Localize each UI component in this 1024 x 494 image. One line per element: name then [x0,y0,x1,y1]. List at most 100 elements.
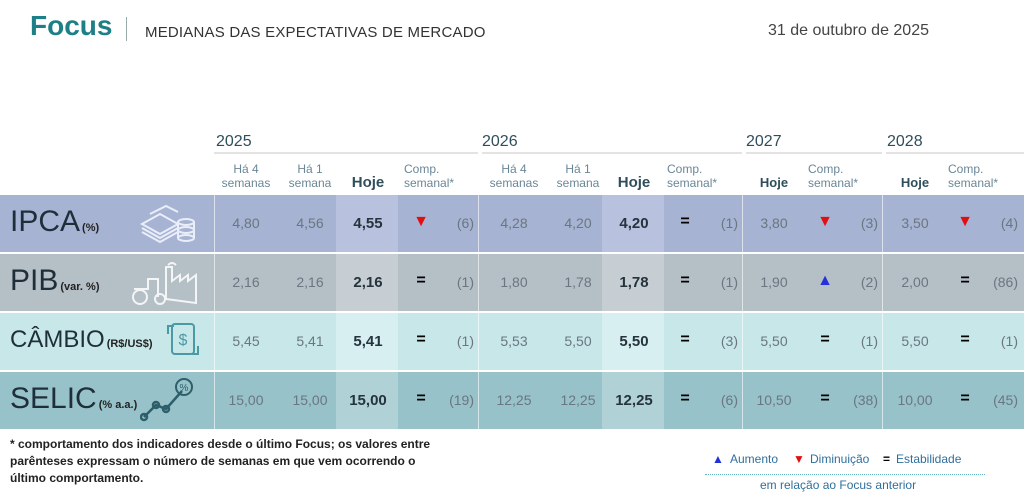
value-hoje-2027: 3,80 [760,215,788,231]
header-divider [126,17,127,41]
weeks-count-2026: (3) [720,333,738,349]
year-2026-underline [482,152,742,154]
value-ha1-2025: 4,56 [296,215,324,231]
trend-symbol-2028: ▼ [957,213,973,230]
indicator-unit: (R$/US$) [106,338,153,350]
hoje-highlight [336,254,398,311]
value-ha4-2025: 2,16 [232,274,260,290]
value-ha1-2026: 5,50 [564,333,592,349]
value-ha4-2025: 15,00 [228,392,264,408]
legend-down-label: Diminuição [810,452,870,466]
col-hoje-2028: Hoje [900,175,930,190]
value-hoje-2027: 10,50 [756,392,792,408]
value-ha4-2025: 4,80 [232,215,260,231]
trend-symbol-2026: = [680,390,690,407]
trend-symbol-2025: = [416,272,426,289]
value-ha1-2025: 15,00 [292,392,328,408]
column-separator [478,195,479,252]
col-ha4-2025: Há 4 semanas [221,162,271,190]
value-hoje-2025: 2,16 [353,274,383,291]
trend-symbol-2026: = [680,331,690,348]
trend-symbol-2028: = [960,390,970,407]
trend-symbol-2027: ▼ [817,213,833,230]
value-hoje-2028: 10,00 [897,392,933,408]
weeks-count-2028: (45) [993,392,1018,408]
row-selic: SELIC (% a.a.)% 15,00 15,00 15,00 = (19) 12,25 1… [0,372,1024,429]
legend-up-symbol: ▲ [712,452,724,466]
weeks-count-2027: (1) [860,333,878,349]
col-hoje-2025: Hoje [351,174,385,191]
svg-text:%: % [180,383,189,394]
hoje-highlight [602,313,664,370]
report-date: 31 de outubro de 2025 [767,22,929,39]
weeks-count-2025: (1) [456,333,474,349]
indicator-unit: (% a.a.) [98,399,138,411]
hoje-highlight [602,372,664,429]
column-separator [478,372,479,429]
indicator-label: SELIC [10,382,97,415]
value-ha4-2026: 4,28 [500,215,528,231]
indicator-name: CÂMBIO (R$/US$) [10,326,153,354]
legend-down-symbol: ▼ [793,452,805,466]
trend-symbol-2027: = [820,390,830,407]
col-comp-2025: Comp. semanal* [404,162,455,190]
year-2025-underline [214,152,478,154]
value-ha4-2025: 5,45 [232,333,260,349]
focus-title: Focus [30,10,113,41]
col-ha1-2026: Há 1 semana [556,162,600,190]
value-ha4-2026: 1,80 [500,274,528,290]
indicator-name: PIB (var. %) [10,264,100,298]
legend-up-label: Aumento [730,452,779,466]
row-pib: PIB (var. %) 2,16 2,16 2,16 = (1) 1,80 1,78 1,78 =… [0,254,1024,311]
column-separator [882,254,883,311]
indicator-label: PIB [10,264,59,297]
value-ha1-2025: 5,41 [296,333,324,349]
exchange-dollar-icon: $ [166,318,200,367]
value-hoje-2025: 5,41 [353,333,383,350]
svg-text:$: $ [179,332,188,349]
column-separator [214,313,215,370]
column-separator [214,254,215,311]
col-hoje-2026: Hoje [617,174,651,191]
coins-money-icon [138,200,198,251]
weeks-count-2028: (1) [1000,333,1018,349]
column-separator [882,313,883,370]
value-hoje-2026: 4,20 [619,215,649,232]
indicator-unit: (%) [82,222,100,234]
trend-symbol-2026: = [680,213,690,230]
trend-symbol-2025: = [416,390,426,407]
column-separator [882,372,883,429]
column-separator [742,313,743,370]
year-2026: 2026 [482,133,518,150]
column-separator [478,313,479,370]
column-separator [742,372,743,429]
column-separator [214,195,215,252]
value-hoje-2028: 3,50 [901,215,929,231]
value-ha1-2025: 2,16 [296,274,324,290]
report-subtitle: MEDIANAS DAS EXPECTATIVAS DE MERCADO [145,24,486,41]
weeks-count-2027: (38) [853,392,878,408]
weeks-count-2025: (19) [449,392,474,408]
factory-tractor-icon [128,259,206,312]
legend-eq-label: Estabilidade [896,452,962,466]
year-2025: 2025 [216,133,252,150]
weeks-count-2026: (1) [720,215,738,231]
value-hoje-2025: 15,00 [349,392,387,409]
value-hoje-2028: 2,00 [901,274,929,290]
percent-chart-icon: % [139,377,198,428]
value-hoje-2026: 5,50 [619,333,649,350]
weeks-count-2026: (1) [720,274,738,290]
value-hoje-2025: 4,55 [353,215,383,232]
year-2027: 2027 [746,133,782,150]
year-2027-underline [746,152,882,154]
col-comp-2028: Comp. semanal* [948,162,999,190]
column-separator [742,195,743,252]
footnote: * comportamento dos indicadores desde o … [10,437,431,485]
value-ha4-2026: 12,25 [496,392,532,408]
col-ha1-2025: Há 1 semana [288,162,332,190]
value-ha1-2026: 12,25 [560,392,596,408]
trend-symbol-2028: = [960,331,970,348]
column-separator [742,254,743,311]
trend-symbol-2026: = [680,272,690,289]
weeks-count-2025: (1) [456,274,474,290]
